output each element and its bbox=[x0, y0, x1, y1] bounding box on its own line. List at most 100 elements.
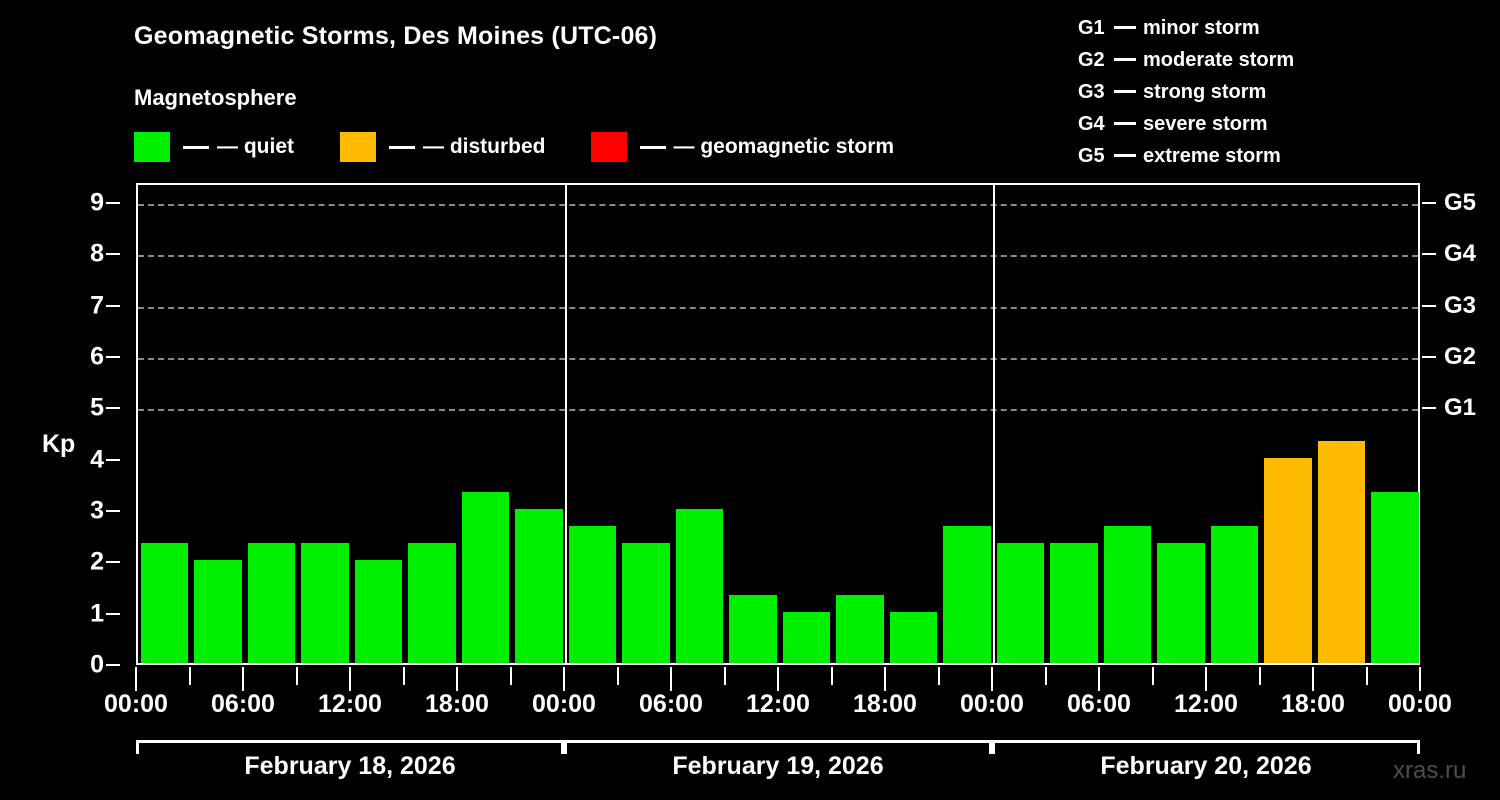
day-label: February 18, 2026 bbox=[244, 752, 456, 780]
bar bbox=[1210, 525, 1258, 663]
bar bbox=[247, 543, 295, 663]
legend-item-storm: — geomagnetic storm bbox=[590, 132, 894, 162]
x-axis-tick-mark bbox=[509, 667, 512, 685]
x-axis-tick-mark bbox=[188, 667, 191, 685]
g-scale-code: G2 bbox=[1078, 49, 1105, 71]
bar bbox=[729, 594, 777, 663]
bar bbox=[943, 525, 991, 663]
g-scale-dash-icon bbox=[1114, 154, 1136, 157]
bar bbox=[408, 543, 456, 663]
day-label: February 20, 2026 bbox=[1100, 752, 1312, 780]
bar bbox=[1157, 543, 1205, 663]
x-axis-tick-label: 00:00 bbox=[532, 690, 596, 718]
bar bbox=[461, 492, 509, 663]
g-scale-dash-icon bbox=[1114, 26, 1136, 29]
x-axis-tick-mark bbox=[1205, 667, 1207, 691]
x-axis-tick-label: 12:00 bbox=[746, 690, 810, 718]
y-axis-tick-mark bbox=[106, 561, 120, 564]
g-scale-code: G4 bbox=[1078, 113, 1105, 135]
page-title: Geomagnetic Storms, Des Moines (UTC-06) bbox=[134, 22, 658, 50]
x-axis-tick-mark bbox=[670, 667, 672, 691]
x-axis-tick-mark bbox=[135, 667, 137, 691]
y-axis-tick-label: 3 bbox=[90, 496, 104, 525]
y-axis-tick-mark bbox=[106, 407, 120, 410]
legend-label-disturbed: — disturbed bbox=[423, 135, 546, 158]
legend-dash-storm-icon bbox=[639, 145, 666, 149]
g-scale-key: G1 minor storm G2 moderate storm G3 stro… bbox=[1078, 12, 1294, 172]
y-axis: 0 1 2 3 4 5 6 7 8 9 bbox=[0, 0, 136, 800]
legend-swatch-disturbed-icon bbox=[340, 132, 376, 162]
gridline bbox=[138, 409, 1418, 412]
g-scale-row: G5 extreme storm bbox=[1078, 140, 1294, 172]
g-scale-desc: severe storm bbox=[1143, 113, 1268, 135]
g-axis-tick-label: G1 bbox=[1444, 394, 1477, 422]
bar bbox=[1371, 492, 1419, 663]
y-axis-tick-mark bbox=[106, 304, 120, 307]
x-axis-tick-mark bbox=[616, 667, 619, 685]
y-axis-tick-mark bbox=[106, 458, 120, 461]
x-axis-tick-mark bbox=[402, 667, 405, 685]
bar bbox=[782, 611, 830, 663]
bar bbox=[1264, 457, 1312, 663]
bar bbox=[354, 560, 402, 663]
bar bbox=[622, 543, 670, 663]
gridline bbox=[138, 358, 1418, 360]
y-axis-tick-mark bbox=[106, 356, 120, 358]
g-axis-tick-label: G4 bbox=[1444, 240, 1477, 268]
g-scale-code: G5 bbox=[1078, 145, 1105, 167]
g-scale-desc: strong storm bbox=[1143, 81, 1267, 103]
bar bbox=[194, 560, 242, 663]
x-axis-tick-mark bbox=[1044, 667, 1047, 685]
y-axis-tick-label: 4 bbox=[90, 445, 104, 474]
x-axis-tick-mark bbox=[295, 667, 298, 685]
g-axis-tick-label: G3 bbox=[1444, 291, 1477, 319]
bar bbox=[1103, 525, 1151, 663]
x-axis-tick-label: 18:00 bbox=[853, 690, 917, 718]
x-axis-tick-mark bbox=[723, 667, 726, 685]
y-axis-tick-label: 6 bbox=[90, 342, 104, 371]
g-axis-tick-mark bbox=[1422, 407, 1436, 410]
legend-dash-disturbed-icon bbox=[389, 145, 415, 149]
y-axis-tick-mark bbox=[106, 510, 120, 512]
x-axis-tick-mark bbox=[1312, 667, 1314, 691]
x-axis-tick-label: 12:00 bbox=[318, 690, 382, 718]
x-axis-tick-mark bbox=[991, 667, 993, 691]
y-axis-tick-label: 8 bbox=[90, 239, 104, 268]
y-axis-tick-label: 0 bbox=[90, 650, 104, 679]
bar bbox=[675, 509, 723, 663]
legend: — quiet — disturbed — geomagnetic storm bbox=[134, 132, 894, 162]
g-scale-desc: moderate storm bbox=[1143, 49, 1295, 71]
legend-item-disturbed: — disturbed bbox=[340, 132, 546, 162]
x-axis-tick-label: 06:00 bbox=[1067, 690, 1131, 718]
legend-label-quiet: — quiet bbox=[217, 135, 294, 158]
bar bbox=[140, 543, 188, 663]
x-axis-tick-mark bbox=[830, 667, 833, 685]
x-axis-tick-label: 00:00 bbox=[104, 690, 168, 718]
day-separator bbox=[993, 185, 995, 663]
x-axis-tick-label: 06:00 bbox=[211, 690, 275, 718]
x-axis-tick-label: 06:00 bbox=[639, 690, 703, 718]
gridline bbox=[138, 204, 1418, 206]
x-axis-tick-mark bbox=[1365, 667, 1368, 685]
x-axis-tick-label: 00:00 bbox=[960, 690, 1024, 718]
bar bbox=[515, 509, 563, 663]
y-axis-tick-label: 9 bbox=[90, 188, 104, 217]
y-axis-title: Kp bbox=[42, 430, 76, 458]
chart-plot-area bbox=[136, 183, 1420, 665]
day-bracket bbox=[136, 740, 564, 754]
x-axis-tick-mark bbox=[777, 667, 779, 691]
legend-swatch-quiet-icon bbox=[134, 132, 170, 162]
g-scale-desc: extreme storm bbox=[1143, 145, 1281, 167]
x-axis-tick-label: 18:00 bbox=[425, 690, 489, 718]
x-axis-tick-mark bbox=[242, 667, 244, 691]
g-scale-row: G2 moderate storm bbox=[1078, 44, 1294, 76]
day-label: February 19, 2026 bbox=[672, 752, 884, 780]
bar bbox=[836, 594, 884, 663]
bar bbox=[996, 543, 1044, 663]
bar bbox=[301, 543, 349, 663]
g-axis-tick-mark bbox=[1422, 304, 1436, 307]
day-bracket bbox=[992, 740, 1420, 754]
x-axis-tick-mark bbox=[563, 667, 565, 691]
g-scale-dash-icon bbox=[1114, 58, 1136, 61]
bar bbox=[1317, 440, 1365, 663]
